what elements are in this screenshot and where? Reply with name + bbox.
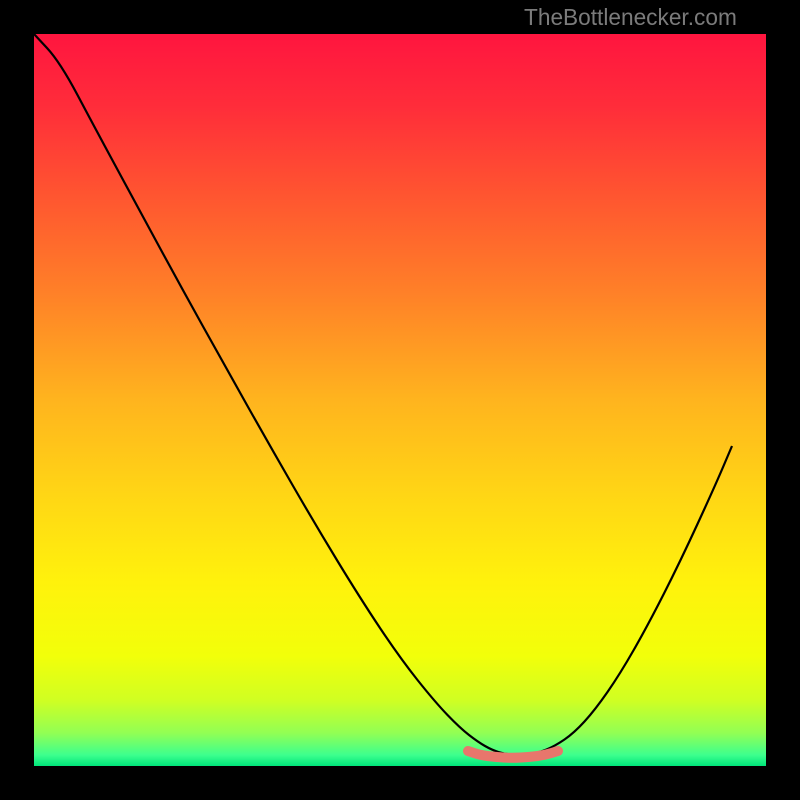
watermark-text: TheBottlenecker.com: [524, 4, 737, 31]
bottleneck-chart: [34, 34, 766, 766]
chart-frame: [34, 34, 766, 766]
